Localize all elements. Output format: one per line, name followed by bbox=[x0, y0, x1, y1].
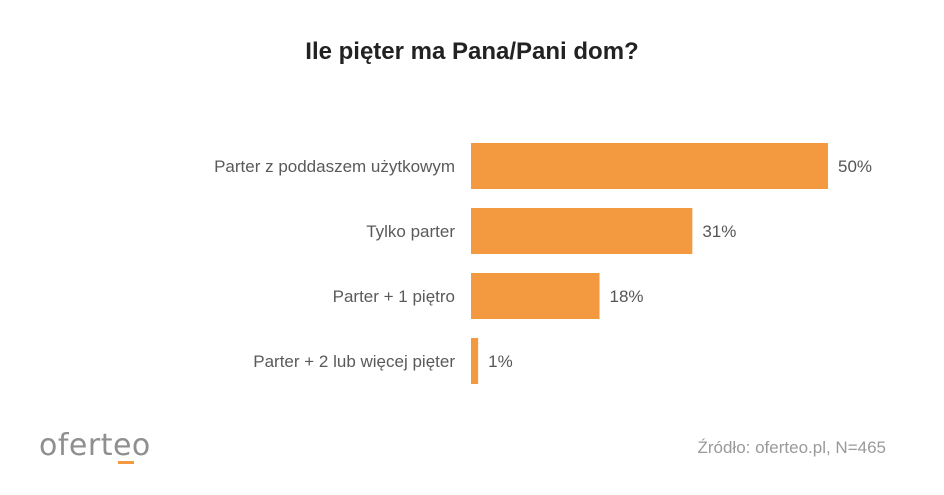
source-note: Źródło: oferteo.pl, N=465 bbox=[697, 438, 886, 457]
value-label: 50% bbox=[838, 157, 872, 176]
category-label: Parter z poddaszem użytkowym bbox=[214, 157, 455, 176]
category-label: Tylko parter bbox=[366, 222, 455, 241]
oferteo-logo: oferteo bbox=[39, 428, 151, 463]
category-label: Parter + 2 lub więcej pięter bbox=[253, 352, 455, 371]
bar bbox=[471, 273, 600, 319]
bar bbox=[471, 338, 479, 384]
category-label: Parter + 1 piętro bbox=[333, 287, 455, 306]
bar bbox=[471, 143, 828, 189]
bar bbox=[471, 208, 693, 254]
value-label: 18% bbox=[610, 287, 644, 306]
value-label: 31% bbox=[702, 222, 736, 241]
logo-accent-underline bbox=[118, 461, 134, 464]
value-label: 1% bbox=[488, 352, 513, 371]
chart-title: Ile pięter ma Pana/Pani dom? bbox=[305, 38, 639, 65]
